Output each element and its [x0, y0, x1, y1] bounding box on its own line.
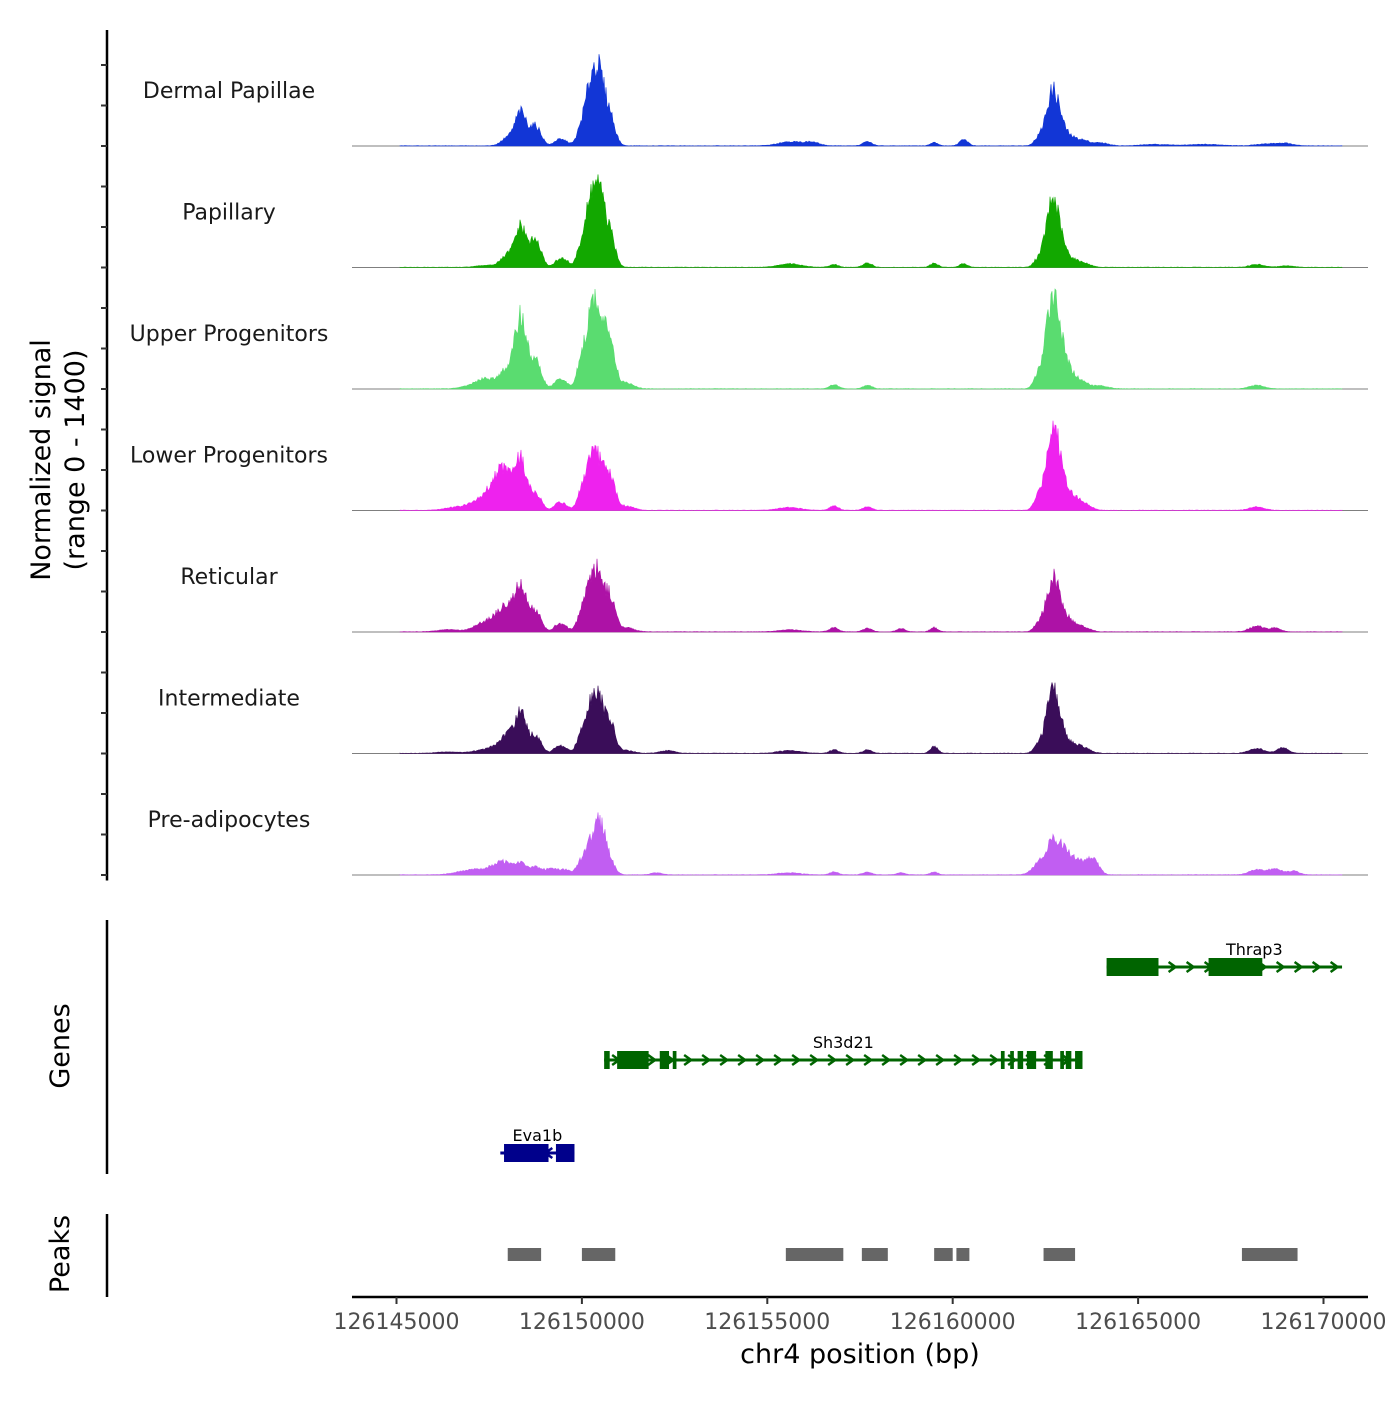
strand-arrow — [935, 1053, 946, 1067]
strand-arrow — [953, 1053, 964, 1067]
strand-arrow — [1293, 960, 1304, 974]
strand-arrow — [1167, 960, 1178, 974]
strand-arrow — [773, 1053, 784, 1067]
strand-arrow — [1275, 960, 1286, 974]
gene-exon — [604, 1051, 610, 1069]
strand-arrow — [737, 1053, 748, 1067]
strand-arrow — [845, 1053, 856, 1067]
strand-arrow — [827, 1053, 838, 1067]
gene-exon — [555, 1144, 575, 1162]
track-lower-progenitors: Lower Progenitors — [130, 420, 1368, 511]
track-label: Dermal Papillae — [143, 79, 315, 104]
y-axis-title-line2: (range 0 - 1400) — [60, 350, 91, 571]
strand-arrow — [1185, 960, 1196, 974]
gene-exon — [504, 1144, 549, 1162]
track-label: Papillary — [182, 201, 276, 226]
x-tick-label: 126145000 — [334, 1310, 460, 1335]
signal-tracks: Dermal Papillae Papillary Upper Progenitor… — [130, 54, 1368, 876]
peak-region — [1043, 1248, 1076, 1261]
signal-area — [399, 174, 1343, 268]
track-pre-adipocytes: Pre-adipocytes — [148, 808, 1368, 876]
gene-exon — [1060, 1051, 1064, 1069]
strand-arrow — [863, 1053, 874, 1067]
peak-region — [581, 1248, 616, 1261]
peak-region — [507, 1248, 542, 1261]
peak-region — [785, 1248, 844, 1261]
gene-exon — [1026, 1051, 1037, 1069]
signal-area — [399, 420, 1343, 511]
signal-area — [399, 812, 1343, 876]
gene-exon — [1065, 1051, 1072, 1069]
gene-exon — [1000, 1051, 1005, 1069]
gene-thrap3: Thrap3 — [1106, 940, 1343, 976]
x-tick-label: 126160000 — [890, 1310, 1016, 1335]
x-tick-label: 126165000 — [1075, 1310, 1201, 1335]
gene-exon — [1010, 1051, 1014, 1069]
gene-exon — [672, 1051, 677, 1069]
gene-label: Thrap3 — [1225, 940, 1283, 959]
x-tick-label: 126155000 — [704, 1310, 830, 1335]
strand-arrow — [881, 1053, 892, 1067]
strand-arrow — [1329, 960, 1340, 974]
track-intermediate: Intermediate — [158, 682, 1368, 754]
strand-arrow — [989, 1053, 1000, 1067]
track-papillary: Papillary — [182, 174, 1368, 268]
peak-region — [861, 1248, 888, 1261]
gene-exon — [1106, 958, 1159, 976]
track-label: Intermediate — [158, 687, 300, 712]
signal-area — [399, 288, 1343, 390]
gene-exon — [617, 1051, 649, 1069]
strand-arrow — [917, 1053, 928, 1067]
gene-annotations: Thrap3 Sh3d21 Eva1b — [500, 940, 1343, 1162]
gene-exon — [1075, 1051, 1083, 1069]
gene-exon — [1017, 1051, 1024, 1069]
strand-arrow — [719, 1053, 730, 1067]
track-dermal-papillae: Dermal Papillae — [143, 54, 1368, 147]
x-axis-title: chr4 position (bp) — [740, 1339, 980, 1370]
strand-arrow — [809, 1053, 820, 1067]
track-label: Lower Progenitors — [130, 444, 328, 469]
strand-arrow — [791, 1053, 802, 1067]
gene-eva1b: Eva1b — [500, 1126, 575, 1162]
peaks-panel-title: Peaks — [45, 1215, 76, 1293]
strand-arrow — [1311, 960, 1322, 974]
strand-arrow — [701, 1053, 712, 1067]
gene-exon — [1045, 1051, 1053, 1069]
gene-label: Sh3d21 — [813, 1033, 874, 1052]
peak-region — [934, 1248, 953, 1261]
peak-region — [956, 1248, 970, 1261]
y-axis-title-line1: Normalized signal — [26, 339, 57, 581]
peak-region — [1241, 1248, 1298, 1261]
gene-exon — [1208, 958, 1263, 976]
signal-area — [399, 54, 1343, 147]
track-reticular: Reticular — [180, 558, 1368, 633]
strand-arrow — [647, 1053, 658, 1067]
strand-arrow — [683, 1053, 694, 1067]
x-tick-label: 126150000 — [519, 1310, 645, 1335]
track-label: Upper Progenitors — [130, 322, 329, 347]
genes-panel-title: Genes — [45, 1003, 76, 1088]
gene-sh3d21: Sh3d21 — [604, 1033, 1083, 1069]
strand-arrow — [971, 1053, 982, 1067]
gene-exon — [659, 1051, 670, 1069]
strand-arrow — [899, 1053, 910, 1067]
track-label: Reticular — [180, 565, 278, 590]
track-upper-progenitors: Upper Progenitors — [130, 288, 1368, 390]
strand-arrow — [755, 1053, 766, 1067]
peak-regions — [507, 1248, 1298, 1261]
signal-area — [399, 682, 1343, 754]
signal-area — [399, 558, 1343, 633]
x-tick-label: 126170000 — [1261, 1310, 1387, 1335]
axes: 126145000 126150000 126155000 126160000 1261… — [101, 30, 1386, 1335]
track-label: Pre-adipocytes — [148, 808, 311, 833]
gene-label: Eva1b — [513, 1126, 563, 1145]
